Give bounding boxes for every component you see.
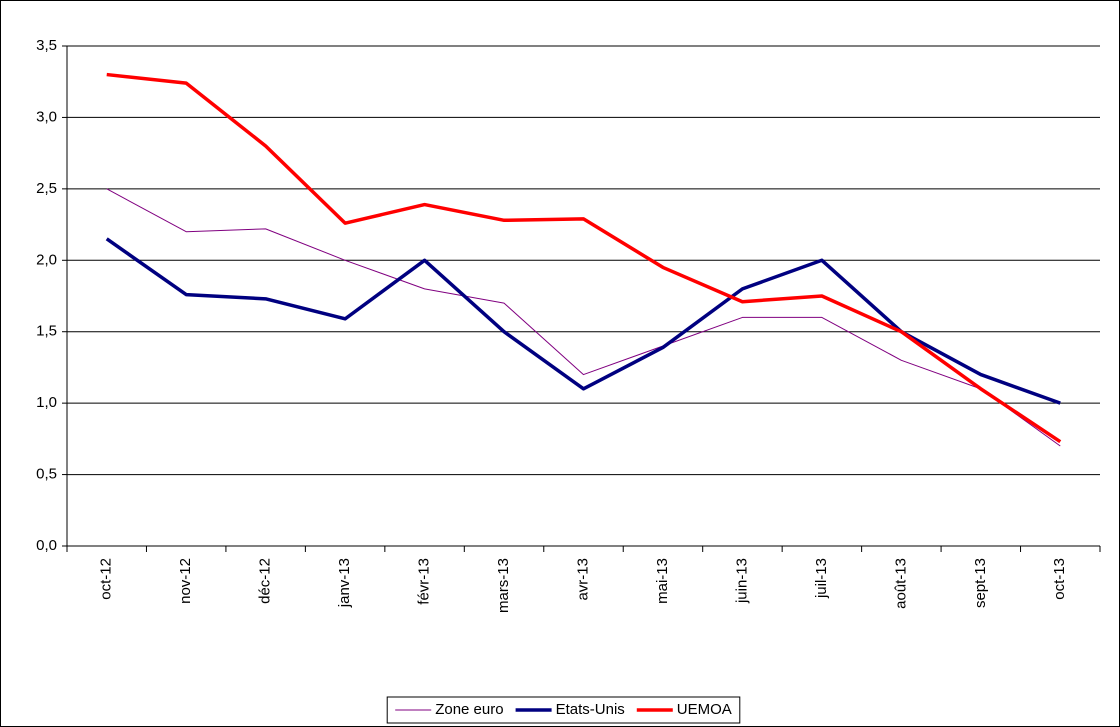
legend-label: Etats-Unis	[556, 701, 625, 718]
y-tick-label: 2,5	[36, 180, 57, 197]
series-line	[106, 188, 1061, 447]
x-tick-label: mars-13	[495, 558, 512, 613]
y-tick-label: 0,5	[36, 466, 57, 483]
x-tick-label: nov-12	[177, 558, 194, 604]
series-line	[106, 72, 1062, 444]
y-tick-label: 2,0	[36, 251, 57, 268]
legend-label: Zone euro	[435, 701, 503, 718]
x-tick-label: janv-13	[336, 558, 353, 608]
x-tick-label: avr-13	[574, 558, 591, 601]
x-tick-label: févr-13	[416, 558, 433, 605]
x-tick-label: oct-13	[1051, 558, 1068, 600]
x-tick-label: oct-12	[98, 558, 115, 600]
x-tick-label: sept-13	[972, 558, 989, 608]
x-tick-label: déc-12	[257, 558, 274, 604]
x-tick-label: juin-13	[733, 558, 750, 604]
legend-box	[386, 696, 741, 724]
y-tick-label: 1,0	[36, 394, 57, 411]
x-tick-label: août-13	[892, 558, 909, 609]
x-tick-label: juil-13	[813, 558, 830, 599]
y-tick-label: 3,5	[36, 37, 57, 54]
x-tick-label: mai-13	[654, 558, 671, 604]
y-tick-label: 3,0	[36, 108, 57, 125]
y-tick-label: 1,5	[36, 323, 57, 340]
y-tick-label: 0,0	[36, 537, 57, 554]
legend-label: UEMOA	[677, 701, 732, 718]
legend: Zone euro Etats-Unis UEMOA	[386, 696, 741, 724]
